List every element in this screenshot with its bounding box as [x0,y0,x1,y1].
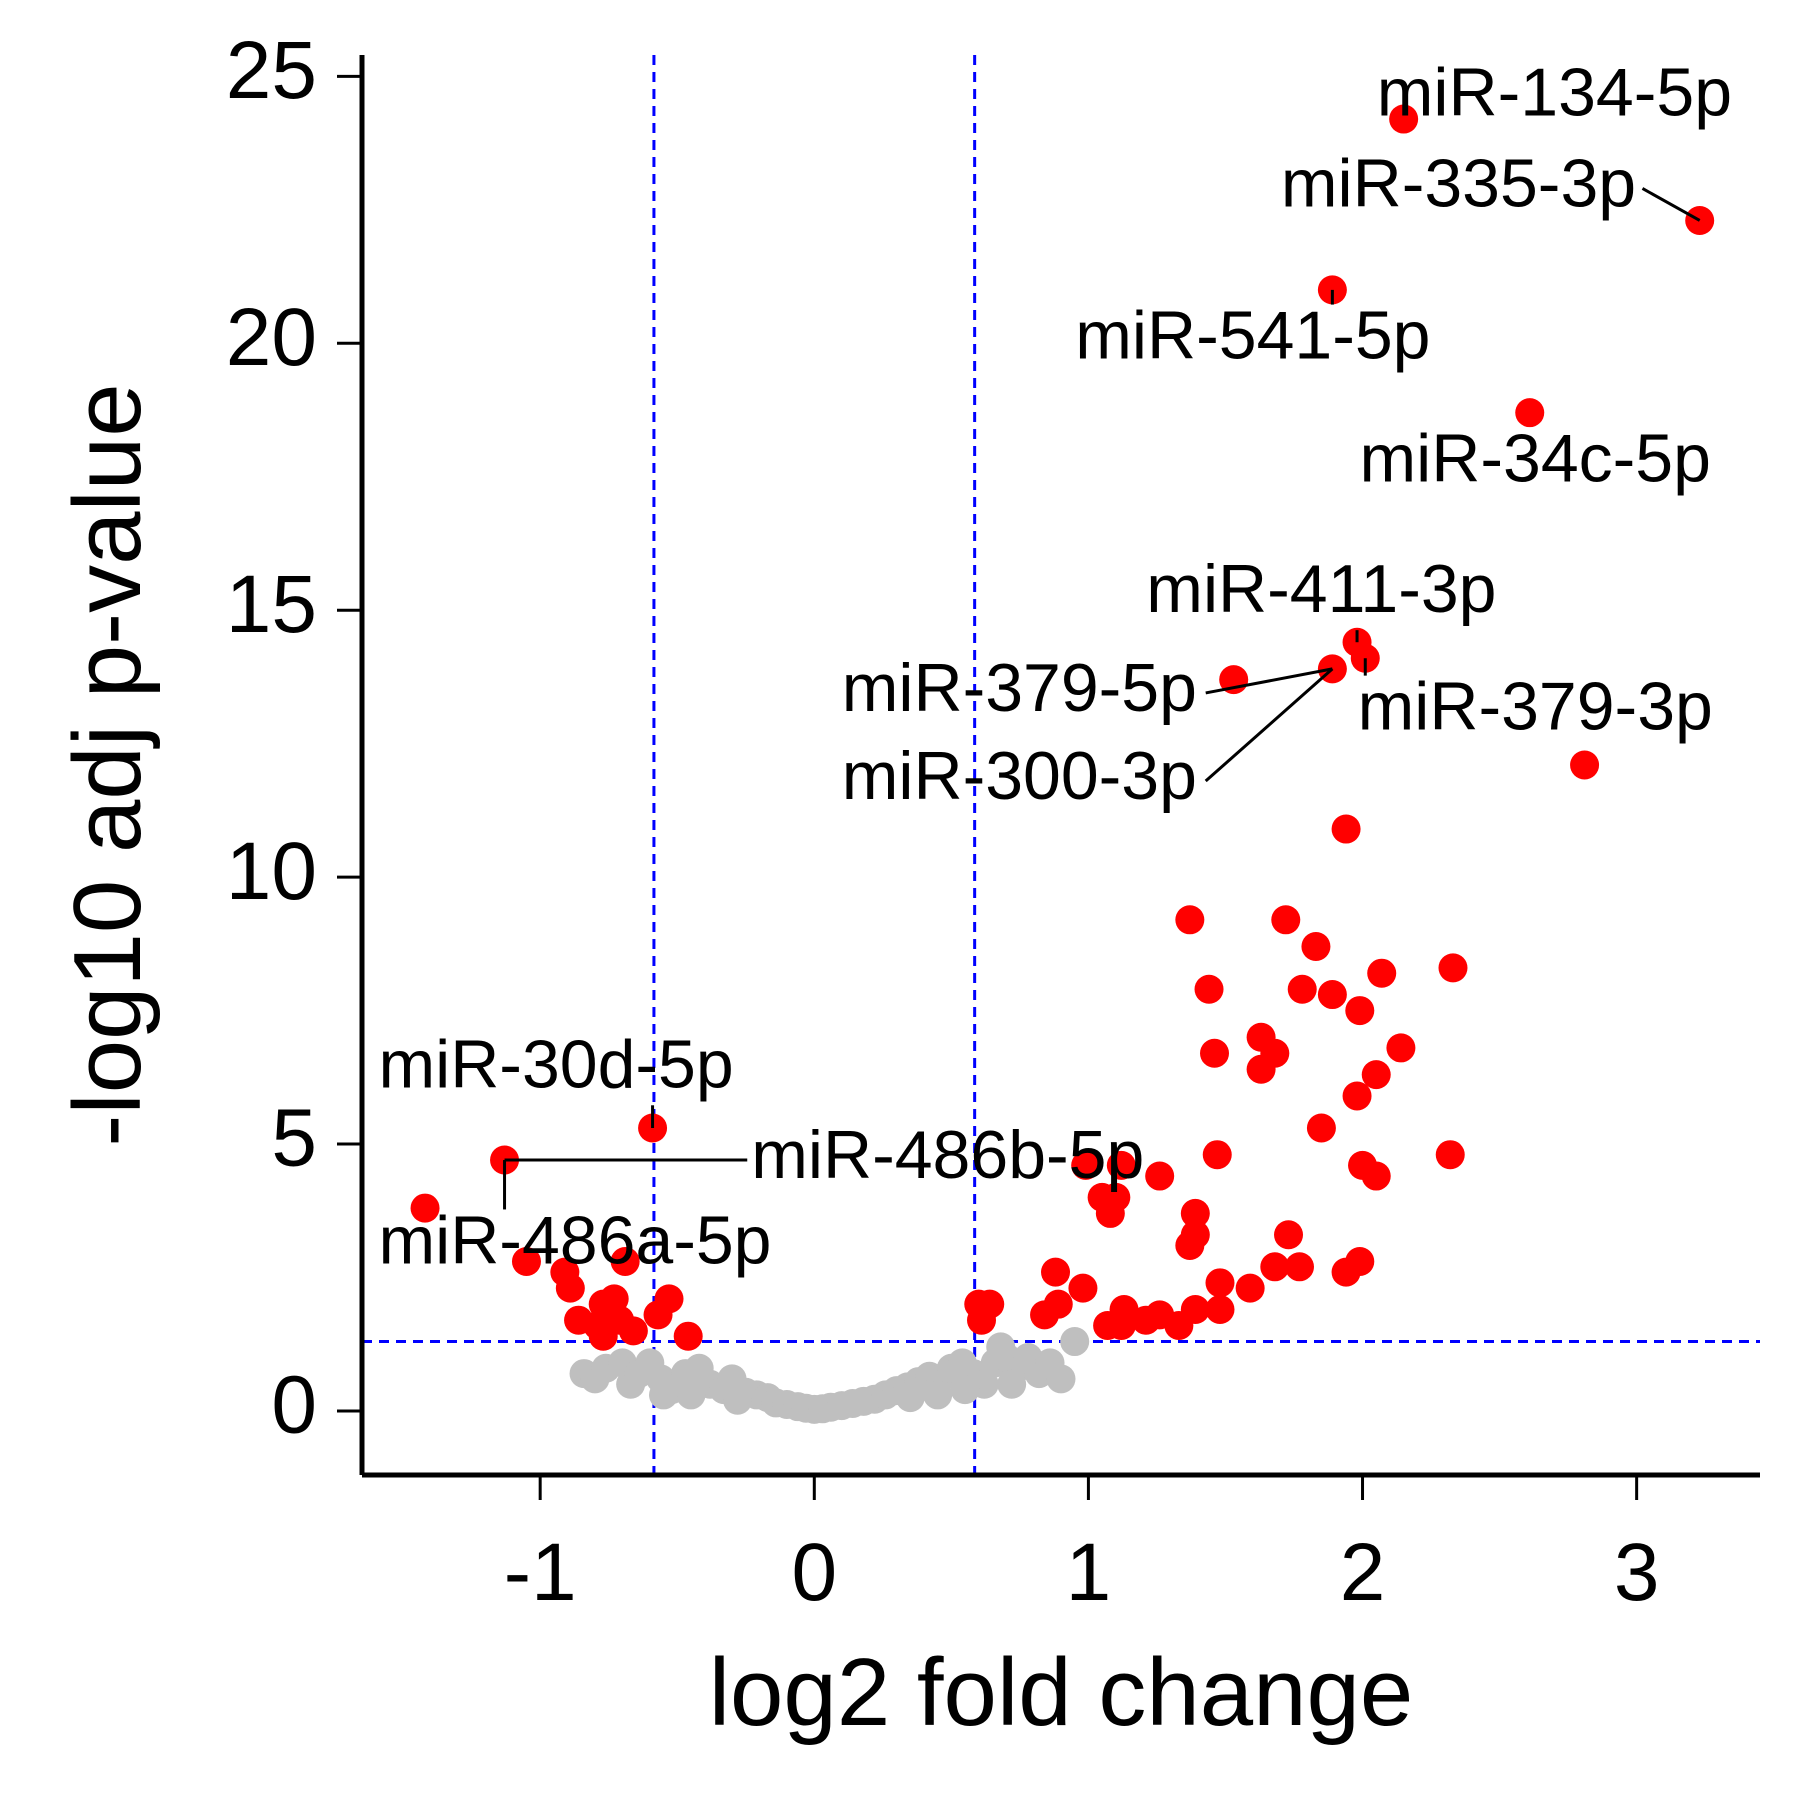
point-not-significant [649,1380,679,1410]
point-significant [1435,1140,1465,1170]
point-significant [1367,958,1397,988]
point-label: miR-486b-5p [751,1117,1144,1193]
point-label: miR-300-3p [842,738,1197,814]
point-significant [583,1311,613,1341]
point-not-significant [950,1375,980,1405]
point-not-significant [1046,1364,1076,1394]
point-not-significant [1060,1327,1090,1357]
point-significant [1205,1295,1235,1325]
point-significant [1246,1054,1276,1084]
point-significant [555,1273,585,1303]
label-leader-line [1205,667,1333,695]
point-significant [1106,1150,1136,1180]
point-label: miR-335-3p [1281,145,1636,221]
point-significant [1361,1060,1391,1090]
point-not-significant [923,1380,953,1410]
point-significant [1106,1311,1136,1341]
axes [359,55,1760,1478]
point-significant [1131,1305,1161,1335]
label-leader-line [1641,187,1701,222]
point-not-significant [986,1332,1016,1362]
y-axis-title: -log10 adj p-value [54,383,161,1146]
point-significant [1200,1038,1230,1068]
point-not-significant [997,1369,1027,1399]
point-significant [1306,1113,1336,1143]
y-tick-label: 25 [226,25,317,116]
point-significant [1342,1081,1372,1111]
point-significant [1361,1161,1391,1191]
point-labels: miR-134-5p miR-335-3p miR-541-5p miR-34c-5p… [378,55,1732,1279]
y-tick-label: 15 [226,559,317,650]
point-significant [654,1284,684,1314]
point-significant [1386,1033,1416,1063]
point-significant [1194,974,1224,1004]
point-significant [1180,1198,1210,1228]
label-leader-line [1204,667,1334,783]
data-points [410,104,1715,1424]
point-significant [1284,1252,1314,1282]
point-significant [511,1246,541,1276]
point-significant [1068,1273,1098,1303]
point-significant [1202,1140,1232,1170]
point-significant [610,1246,640,1276]
point-significant [1030,1300,1060,1330]
point-label: miR-34c-5p [1360,420,1711,496]
x-tick-label: 2 [1340,1527,1386,1618]
x-tick-label: -1 [504,1527,577,1618]
point-label: miR-379-5p [842,650,1197,726]
point-not-significant [723,1385,753,1415]
point-significant [1175,1230,1205,1260]
point-significant [1570,750,1600,780]
point-label: miR-486a-5p [378,1202,771,1278]
point-significant [1164,1311,1194,1341]
point-significant [1438,953,1468,983]
point-significant [1389,104,1419,134]
y-tick-label: 20 [226,292,317,383]
point-label: miR-411-3p [1146,551,1496,627]
point-significant [1274,1220,1304,1250]
point-significant [1287,974,1317,1004]
point-significant [1095,1198,1125,1228]
point-not-significant [676,1380,706,1410]
x-tick-label: 0 [791,1527,837,1618]
point-significant [673,1321,703,1351]
x-axis-title: log2 fold change [709,1639,1414,1746]
point-significant [1260,1252,1290,1282]
x-tick-label: 3 [1614,1527,1660,1618]
y-tick-label: 5 [271,1093,317,1184]
x-tick-label: 1 [1066,1527,1112,1618]
point-significant [975,1289,1005,1319]
point-significant [1071,1150,1101,1180]
point-significant [1331,814,1361,844]
point-significant [1515,398,1545,428]
point-significant [1331,1257,1361,1287]
point-significant [1175,905,1205,935]
point-significant [618,1316,648,1346]
point-significant [1041,1257,1071,1287]
point-label: miR-134-5p [1377,55,1732,131]
point-significant [410,1193,440,1223]
axis-ticks: -1 0 1 2 3 0 5 10 15 20 25 [226,25,1660,1618]
point-significant [1301,932,1331,962]
point-significant [1235,1273,1265,1303]
y-tick-label: 0 [271,1360,317,1451]
label-leader-lines [503,187,1701,1210]
point-significant [1271,905,1301,935]
y-tick-label: 10 [226,826,317,917]
point-label: miR-30d-5p [378,1026,733,1102]
point-significant [1317,980,1347,1010]
point-significant [1345,996,1375,1026]
point-label: miR-541-5p [1075,298,1430,374]
point-significant [1145,1161,1175,1191]
point-significant [1205,1268,1235,1298]
point-not-significant [895,1383,925,1413]
point-label: miR-379-3p [1358,669,1713,745]
